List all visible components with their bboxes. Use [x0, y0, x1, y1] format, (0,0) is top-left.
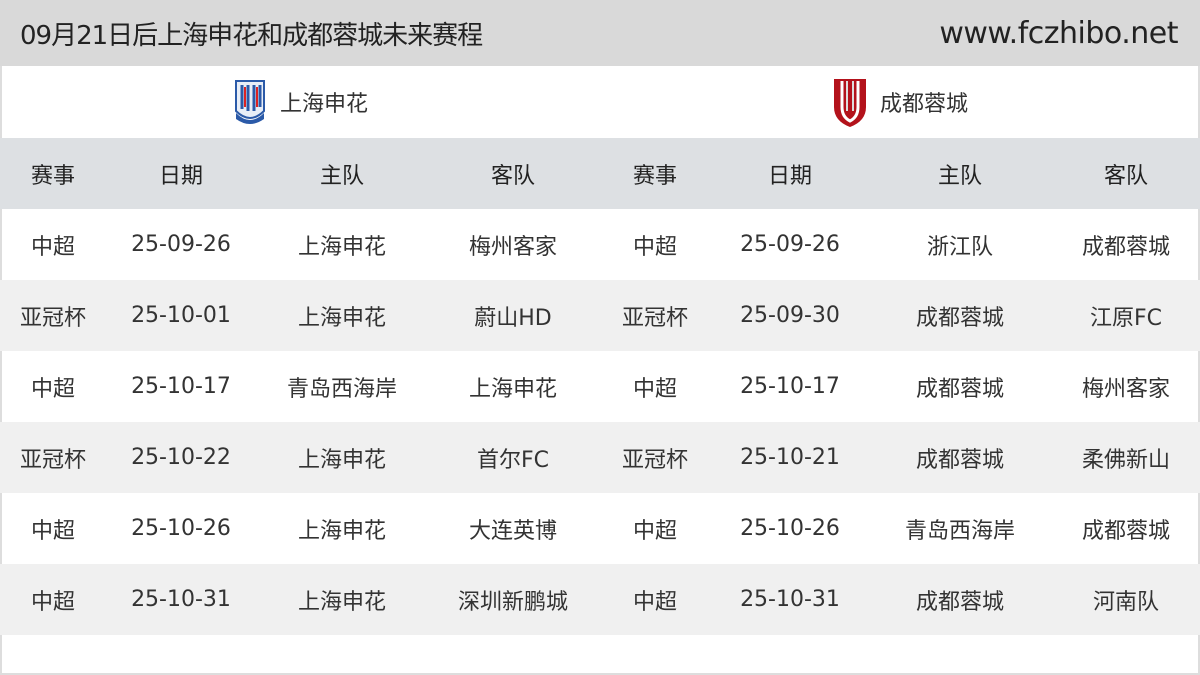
table-cell: 成都蓉城 [915, 589, 1004, 615]
table-row: 中超 25-10-31 上海申花 深圳新鹏城 中超 25-10-31 成都蓉城 河南队 [0, 564, 1200, 635]
table-row: 亚冠杯 25-10-22 上海申花 首尔FC 亚冠杯 25-10-21 成都蓉城 柔佛新山 [0, 422, 1200, 493]
table-cell: 25-10-31 [131, 587, 231, 612]
table-cell: 25-09-26 [131, 232, 231, 257]
column-header: 日期 [158, 163, 203, 189]
table-cell: 25-10-17 [740, 374, 840, 399]
table-cell: 河南队 [1092, 589, 1159, 615]
table-cell: 25-10-22 [131, 445, 231, 470]
table-cell: 梅州客家 [468, 234, 557, 260]
table-cell: 上海申花 [297, 518, 386, 544]
table-cell: 25-10-31 [740, 587, 840, 612]
table-cell: 青岛西海岸 [286, 376, 397, 402]
table-cell: 上海申花 [297, 305, 386, 331]
team-away-name: 成都蓉城 [879, 92, 968, 117]
table-row: 中超 25-10-26 上海申花 大连英博 中超 25-10-26 青岛西海岸 成都蓉城 [0, 493, 1200, 564]
table-cell: 亚冠杯 [19, 447, 86, 473]
table-cell: 中超 [30, 589, 75, 615]
table-cell: 成都蓉城 [915, 447, 1004, 473]
team-away: 成都蓉城 [600, 66, 1200, 138]
table-row: 中超 25-09-26 上海申花 梅州客家 中超 25-09-26 浙江队 成都蓉城 [0, 209, 1200, 280]
teams-row: 上海申花 成都蓉城 [0, 66, 1200, 138]
table-cell: 25-10-26 [131, 516, 231, 541]
table-cell: 蔚山HD [474, 305, 552, 331]
column-header: 客队 [1103, 163, 1148, 189]
table-cell: 亚冠杯 [19, 305, 86, 331]
table-cell: 青岛西海岸 [904, 518, 1015, 544]
column-header: 主队 [937, 163, 982, 189]
table-cell: 25-09-26 [740, 232, 840, 257]
table-cell: 25-10-21 [740, 445, 840, 470]
table-header-row: 赛事 日期 主队 客队 赛事 日期 主队 客队 [0, 138, 1200, 209]
table-cell: 柔佛新山 [1081, 447, 1170, 473]
table-cell: 中超 [30, 234, 75, 260]
table-cell: 25-10-17 [131, 374, 231, 399]
table-cell: 中超 [632, 234, 677, 260]
table-cell: 浙江队 [926, 234, 993, 260]
column-header: 日期 [767, 163, 812, 189]
table-cell: 江原FC [1089, 305, 1163, 331]
column-header: 主队 [319, 163, 364, 189]
table-cell: 成都蓉城 [915, 305, 1004, 331]
chengdu-rongcheng-crest-icon [833, 79, 866, 127]
table-cell: 成都蓉城 [1081, 518, 1170, 544]
table-cell: 亚冠杯 [621, 447, 688, 473]
table-cell: 中超 [632, 518, 677, 544]
site-url[interactable]: www.fczhibo.net [939, 15, 1178, 51]
table-cell: 成都蓉城 [915, 376, 1004, 402]
column-header: 赛事 [30, 163, 75, 189]
table-cell: 中超 [632, 589, 677, 615]
page-title: 09月21日后上海申花和成都蓉城未来赛程 [20, 20, 483, 51]
column-header: 赛事 [632, 163, 677, 189]
table-cell: 中超 [632, 376, 677, 402]
table-cell: 25-10-01 [131, 303, 231, 328]
shanghai-shenhua-crest-icon [234, 80, 265, 124]
table-cell: 首尔FC [476, 447, 550, 473]
column-header: 客队 [490, 163, 535, 189]
schedule-table: 赛事 日期 主队 客队 赛事 日期 主队 客队 中超 25-09-26 上海申花 梅州客家 中超 25-… [0, 138, 1200, 635]
table-cell: 深圳新鹏城 [457, 589, 568, 615]
table-cell: 成都蓉城 [1081, 234, 1170, 260]
table-cell: 上海申花 [468, 376, 557, 402]
table-row: 中超 25-10-17 青岛西海岸 上海申花 中超 25-10-17 成都蓉城 梅州客家 [0, 351, 1200, 422]
table-cell: 亚冠杯 [621, 305, 688, 331]
team-home-name: 上海申花 [279, 92, 368, 117]
table-cell: 大连英博 [468, 518, 557, 544]
table-cell: 上海申花 [297, 447, 386, 473]
title-bar: 09月21日后上海申花和成都蓉城未来赛程 www.fczhibo.net [0, 0, 1200, 66]
table-cell: 中超 [30, 518, 75, 544]
table-cell: 梅州客家 [1081, 376, 1170, 402]
table-cell: 25-10-26 [740, 516, 840, 541]
table-cell: 25-09-30 [740, 303, 840, 328]
table-cell: 上海申花 [297, 234, 386, 260]
table-cell: 上海申花 [297, 589, 386, 615]
team-home: 上海申花 [0, 66, 600, 138]
table-row: 亚冠杯 25-10-01 上海申花 蔚山HD 亚冠杯 25-09-30 成都蓉城 江原FC [0, 280, 1200, 351]
table-cell: 中超 [30, 376, 75, 402]
